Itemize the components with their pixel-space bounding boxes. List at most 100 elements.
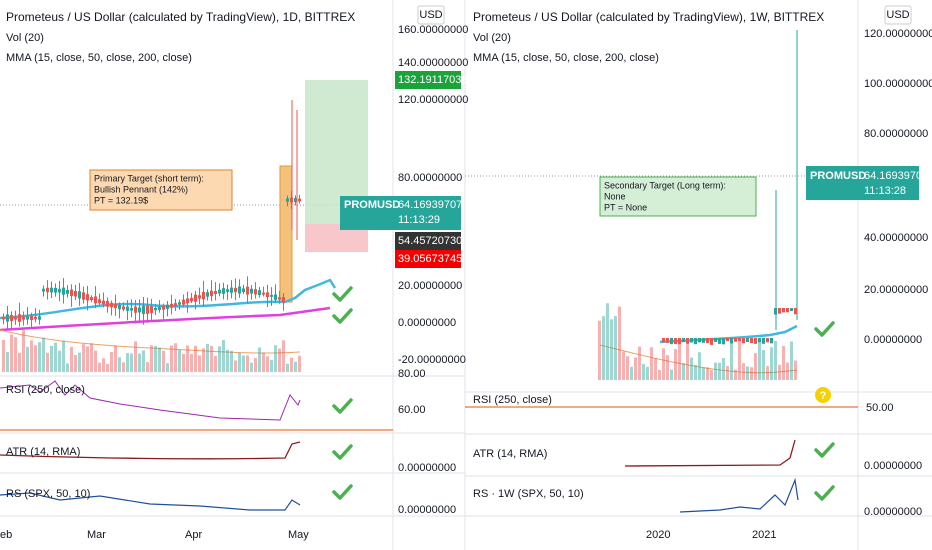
- decor: [114, 345, 117, 372]
- decor: [770, 338, 773, 344]
- decor: [794, 308, 797, 315]
- decor: [230, 350, 233, 372]
- decor: [202, 348, 205, 372]
- decor: [98, 299, 101, 304]
- decor: [34, 345, 37, 372]
- date: Apr: [185, 529, 202, 541]
- decor: [238, 352, 241, 372]
- currency: USD: [419, 9, 442, 21]
- decor: [82, 292, 85, 300]
- decor: [706, 338, 709, 344]
- note: None: [604, 191, 626, 201]
- decor: [782, 308, 785, 313]
- decor: [194, 294, 197, 302]
- decor: [598, 320, 601, 380]
- note: PT = None: [604, 202, 647, 212]
- decor: [210, 345, 213, 372]
- note: Bullish Pennant (142%): [94, 184, 188, 194]
- decor: [746, 338, 749, 343]
- decor: [694, 364, 697, 380]
- decor: [78, 352, 81, 372]
- decor: [226, 289, 229, 292]
- date: May: [288, 529, 309, 541]
- decor: [118, 305, 121, 310]
- decor: [742, 338, 745, 344]
- decor: [62, 340, 65, 372]
- decor: [114, 304, 117, 309]
- decor: [250, 288, 253, 294]
- right-title: Prometeus / US Dollar (calculated by Tra…: [473, 10, 824, 24]
- price-tick: 0.00000000: [864, 334, 922, 346]
- left-title: Prometeus / US Dollar (calculated by Tra…: [6, 10, 355, 24]
- decor: [42, 337, 45, 372]
- decor: [142, 306, 145, 314]
- decor: [638, 346, 641, 380]
- rsi-label: RSI (250, close): [6, 384, 85, 396]
- decor: [126, 306, 129, 311]
- decor: [678, 341, 681, 380]
- atr-tick: 0.00000000: [864, 460, 922, 472]
- decor: [74, 355, 77, 372]
- price-tick: -20.00000000: [398, 354, 466, 366]
- currency: USD: [886, 9, 909, 21]
- decor: [154, 345, 157, 372]
- decor: [282, 296, 285, 303]
- decor: [674, 348, 677, 380]
- decor: [666, 338, 669, 343]
- price-tick: 80.00000000: [398, 172, 462, 184]
- decor: [62, 287, 65, 295]
- rsi-tick: 50.00: [866, 402, 894, 414]
- decor: [662, 338, 665, 343]
- decor: [38, 316, 41, 320]
- decor: [214, 355, 217, 372]
- decor: [670, 369, 673, 380]
- price-tick: 0.00000000: [398, 317, 456, 329]
- decor: [70, 346, 73, 372]
- decor: [254, 357, 257, 372]
- decor: [726, 338, 729, 342]
- decor: [222, 339, 225, 372]
- decor: [782, 346, 785, 380]
- decor: [66, 289, 69, 294]
- decor: [94, 350, 97, 372]
- decor: [762, 350, 765, 380]
- note: Secondary Target (Long term):: [604, 180, 726, 190]
- note: PT = 132.19$: [94, 195, 148, 205]
- decor: [298, 198, 301, 202]
- decor: [738, 340, 741, 380]
- decor: [94, 296, 97, 304]
- decor: [278, 297, 281, 300]
- decor: [138, 353, 141, 372]
- decor: [286, 363, 289, 372]
- decor: [138, 307, 141, 313]
- decor: [626, 356, 629, 380]
- stop-label: 54.45720730: [398, 235, 462, 247]
- decor: [242, 288, 245, 292]
- decor: [78, 291, 81, 299]
- decor: [270, 294, 273, 297]
- decor: [754, 338, 757, 344]
- decor: [262, 352, 265, 372]
- decor: [18, 352, 21, 372]
- decor: [274, 294, 277, 300]
- decor: [46, 287, 49, 293]
- decor: [746, 366, 749, 380]
- decor: [682, 338, 685, 343]
- price-tick: 140.00000000: [398, 57, 468, 69]
- decor: [610, 319, 613, 380]
- price-tick: 20.00000000: [864, 284, 928, 296]
- rs-label: RS · 1W (SPX, 50, 10): [473, 488, 584, 500]
- decor: [50, 345, 53, 372]
- decor: [794, 360, 797, 380]
- decor: [178, 349, 181, 372]
- decor: [698, 338, 701, 343]
- decor: [30, 316, 33, 320]
- decor: [22, 330, 25, 372]
- decor: [186, 298, 189, 304]
- decor: [218, 289, 221, 294]
- decor: [50, 287, 53, 293]
- decor: [778, 364, 781, 380]
- decor: [46, 352, 49, 372]
- last-price: 64.16939707: [398, 199, 462, 211]
- decor: [22, 316, 25, 320]
